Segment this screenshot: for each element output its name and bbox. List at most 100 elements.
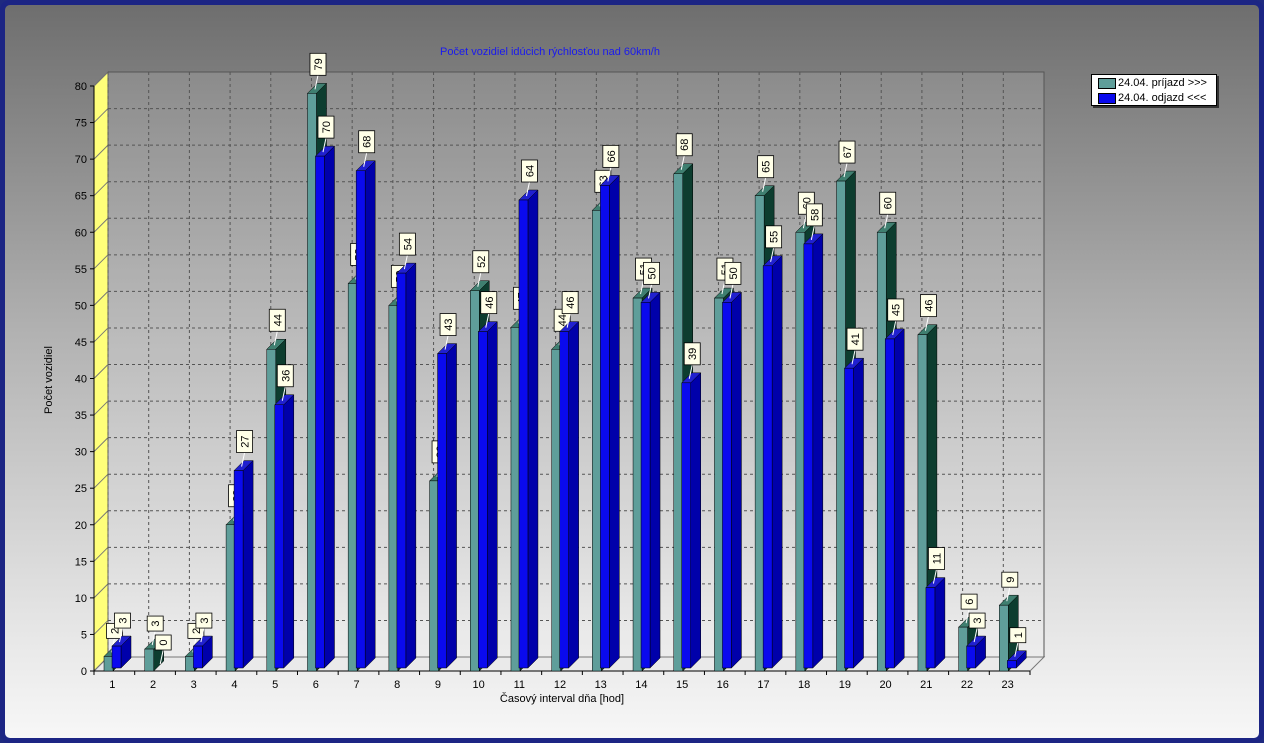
x-tick-label: 19 — [839, 679, 851, 691]
y-tick-label: 35 — [75, 410, 87, 422]
data-label-box — [920, 294, 937, 318]
data-label-box — [561, 291, 579, 315]
bar-front — [999, 604, 1009, 672]
data-label-box — [879, 191, 897, 215]
gridline-wall — [93, 583, 109, 599]
bar-front — [185, 656, 195, 672]
y-tick-label: 25 — [75, 483, 87, 495]
bar-front — [396, 272, 407, 669]
x-tick-label: 21 — [920, 679, 932, 691]
data-label-text: 50 — [647, 267, 659, 279]
bar-front — [722, 302, 732, 669]
bar — [274, 394, 295, 669]
bar-front — [266, 349, 277, 672]
x-tick-label: 7 — [353, 679, 359, 691]
bar — [640, 291, 661, 669]
bar-front — [388, 305, 399, 672]
data-label: 70 — [317, 115, 335, 139]
bar-side — [446, 342, 457, 669]
gridline-wall — [93, 254, 109, 270]
data-label: 55 — [765, 225, 783, 249]
data-label-box — [146, 615, 164, 632]
y-tick-label: 80 — [75, 81, 87, 93]
bar-front — [632, 297, 643, 672]
y-tick-label: 75 — [75, 118, 87, 130]
bar — [314, 145, 336, 669]
x-tick-label: 10 — [472, 679, 484, 691]
data-label-box — [1009, 627, 1027, 644]
bar-side — [853, 357, 864, 669]
data-label-text: 44 — [272, 314, 284, 326]
data-label-box — [968, 612, 986, 629]
y-tick-label: 10 — [75, 593, 87, 605]
legend-swatch-departure — [1098, 93, 1116, 104]
data-label-text: 3 — [972, 618, 984, 624]
x-tick-label: 20 — [879, 679, 891, 691]
data-label: 11 — [928, 547, 945, 570]
data-label-leader — [924, 316, 929, 331]
x-tick-label: 13 — [595, 679, 607, 691]
legend-item-arrival: 24.04. príjazd >>> — [1092, 76, 1216, 90]
bar-side — [487, 321, 498, 669]
y-tick-label: 40 — [75, 374, 87, 386]
x-tick-label: 5 — [272, 679, 278, 691]
bar — [762, 255, 783, 669]
bar-front — [876, 232, 887, 672]
bar-front — [429, 480, 439, 672]
data-label: 44 — [268, 308, 286, 332]
gridline-wall — [93, 400, 109, 416]
data-label-text: 11 — [931, 553, 943, 564]
data-label-leader — [314, 75, 319, 90]
data-label-text: 3 — [199, 618, 211, 624]
bar-front — [274, 404, 285, 669]
data-label: 3 — [968, 612, 986, 629]
x-tick-label: 11 — [514, 679, 525, 691]
data-label-text: 27 — [240, 435, 252, 447]
bar-front — [966, 645, 976, 669]
gridline-wall — [93, 144, 109, 160]
data-label: 45 — [887, 298, 905, 322]
bar-front — [958, 626, 968, 672]
gridline-wall — [93, 620, 109, 635]
data-label: 39 — [683, 342, 701, 366]
data-label-text: 54 — [402, 238, 414, 250]
bar — [1006, 650, 1027, 669]
bar — [599, 174, 620, 669]
x-tick-label: 8 — [394, 679, 400, 691]
bar-front — [193, 645, 203, 669]
data-label-box — [358, 130, 376, 154]
legend-item-departure: 24.04. odjazd <<< — [1092, 91, 1216, 105]
data-label-box — [439, 313, 457, 336]
y-tick-label: 15 — [75, 556, 87, 568]
data-label-text: 46 — [923, 300, 935, 312]
data-label-box — [757, 155, 775, 179]
bar-front — [673, 173, 683, 672]
y-tick-label: 70 — [75, 154, 87, 166]
data-label-leader — [607, 167, 612, 182]
bar — [477, 321, 498, 669]
data-label-text: 36 — [280, 370, 292, 382]
gridline-wall — [93, 546, 109, 562]
bar-front — [470, 290, 480, 672]
data-label: 0 — [154, 634, 172, 651]
y-tick-label: 5 — [81, 629, 87, 641]
bar-front — [917, 334, 928, 672]
x-tick-label: 16 — [717, 679, 729, 691]
bar-front — [510, 327, 521, 672]
gridline-wall — [93, 510, 109, 526]
data-label-leader — [119, 627, 123, 643]
data-label: 67 — [838, 140, 856, 164]
data-label: 58 — [805, 203, 823, 227]
data-label-box — [268, 308, 286, 332]
bar-front — [844, 367, 854, 669]
bar-side — [690, 372, 701, 669]
bar — [355, 160, 376, 669]
y-tick-label: 60 — [75, 227, 87, 239]
data-label-leader — [1006, 587, 1011, 602]
data-label-box — [683, 342, 701, 366]
bar-front — [144, 648, 154, 672]
bar-front — [437, 353, 447, 669]
data-label-text: 79 — [313, 58, 325, 70]
